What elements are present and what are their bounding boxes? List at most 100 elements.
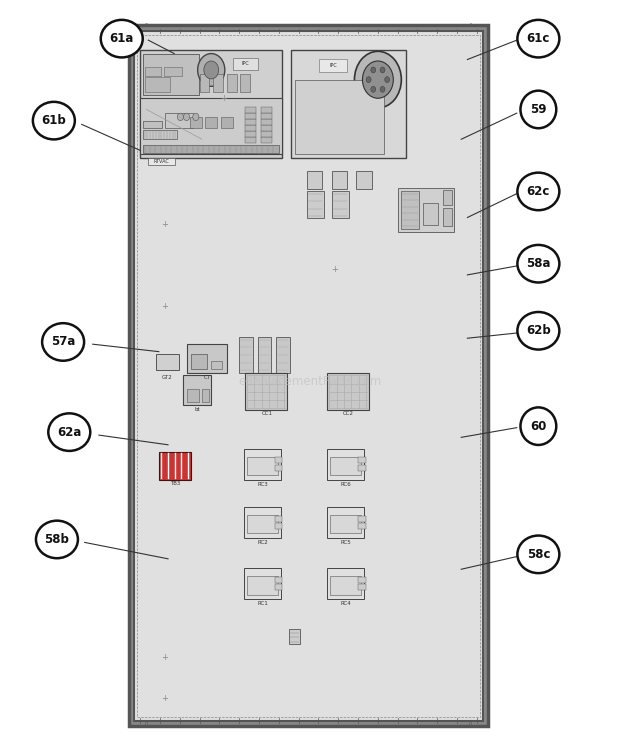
- Bar: [327, 373, 370, 410]
- Bar: [145, 67, 161, 76]
- Bar: [443, 208, 452, 227]
- Bar: [200, 73, 210, 92]
- Bar: [140, 50, 282, 158]
- Bar: [260, 119, 272, 125]
- Bar: [202, 389, 210, 402]
- Text: bt: bt: [195, 407, 200, 412]
- Bar: [275, 577, 282, 583]
- Bar: [129, 25, 488, 726]
- Bar: [260, 131, 272, 137]
- Bar: [184, 375, 211, 405]
- Circle shape: [204, 61, 219, 79]
- Bar: [358, 577, 366, 583]
- Bar: [358, 523, 366, 529]
- Bar: [398, 188, 454, 233]
- Circle shape: [384, 76, 389, 82]
- Text: CC1: CC1: [261, 411, 272, 416]
- Text: TB3: TB3: [170, 481, 180, 486]
- Bar: [205, 117, 218, 128]
- Bar: [145, 77, 170, 92]
- Bar: [227, 73, 237, 92]
- Bar: [245, 119, 256, 125]
- Text: 62b: 62b: [526, 325, 551, 337]
- Bar: [245, 107, 256, 113]
- Text: 61c: 61c: [526, 32, 550, 45]
- Ellipse shape: [36, 521, 78, 558]
- Bar: [247, 457, 278, 475]
- Bar: [307, 171, 322, 189]
- Text: +: +: [331, 116, 338, 125]
- Bar: [330, 576, 361, 595]
- Bar: [443, 190, 452, 205]
- Circle shape: [193, 113, 199, 120]
- Text: RC1: RC1: [257, 601, 268, 607]
- Ellipse shape: [517, 312, 559, 349]
- Bar: [401, 191, 419, 229]
- Text: RC4: RC4: [340, 601, 351, 607]
- Bar: [260, 107, 272, 113]
- Text: +: +: [162, 693, 169, 702]
- Text: 0: 0: [145, 22, 148, 28]
- Circle shape: [198, 54, 225, 86]
- Text: +: +: [162, 221, 169, 230]
- Ellipse shape: [517, 536, 559, 573]
- Text: CC2: CC2: [343, 411, 354, 416]
- Bar: [143, 54, 199, 94]
- Text: RC2: RC2: [257, 540, 268, 545]
- Circle shape: [380, 67, 385, 73]
- Text: 62c: 62c: [526, 185, 550, 198]
- Bar: [247, 576, 278, 595]
- Bar: [275, 523, 282, 529]
- Bar: [148, 158, 175, 165]
- Bar: [187, 344, 227, 373]
- Bar: [244, 568, 281, 599]
- Bar: [140, 98, 282, 154]
- Bar: [245, 125, 256, 131]
- Bar: [211, 361, 223, 369]
- Bar: [143, 130, 177, 139]
- Ellipse shape: [517, 173, 559, 210]
- Ellipse shape: [517, 20, 559, 58]
- Circle shape: [366, 76, 371, 82]
- Circle shape: [177, 113, 184, 120]
- Text: IPC: IPC: [330, 63, 337, 68]
- Text: +: +: [162, 302, 169, 311]
- Bar: [192, 354, 207, 369]
- Ellipse shape: [101, 20, 143, 58]
- Text: CT: CT: [203, 375, 210, 381]
- Bar: [165, 113, 193, 128]
- Bar: [358, 515, 366, 521]
- Ellipse shape: [33, 102, 75, 139]
- Bar: [275, 465, 282, 471]
- Bar: [244, 506, 281, 538]
- Bar: [233, 58, 257, 70]
- Bar: [275, 515, 282, 521]
- Bar: [275, 584, 282, 590]
- Ellipse shape: [48, 414, 91, 451]
- Circle shape: [371, 86, 376, 92]
- Bar: [291, 50, 405, 158]
- Text: 58b: 58b: [45, 533, 69, 546]
- Bar: [239, 337, 252, 373]
- Bar: [143, 120, 162, 128]
- Bar: [190, 117, 202, 128]
- Bar: [143, 145, 279, 153]
- Bar: [332, 171, 347, 189]
- Text: 61a: 61a: [110, 32, 134, 45]
- Text: 62a: 62a: [57, 426, 81, 438]
- Text: 0: 0: [145, 723, 148, 728]
- Bar: [134, 31, 483, 720]
- Text: IPC: IPC: [241, 61, 249, 67]
- Bar: [327, 449, 365, 479]
- Ellipse shape: [520, 408, 556, 445]
- Bar: [247, 515, 278, 533]
- Circle shape: [363, 61, 393, 98]
- Text: +: +: [162, 653, 169, 662]
- Bar: [327, 568, 365, 599]
- Bar: [244, 449, 281, 479]
- Circle shape: [380, 86, 385, 92]
- Text: RTVAC: RTVAC: [154, 159, 170, 164]
- Circle shape: [355, 52, 401, 108]
- Bar: [332, 191, 349, 218]
- Bar: [319, 59, 347, 73]
